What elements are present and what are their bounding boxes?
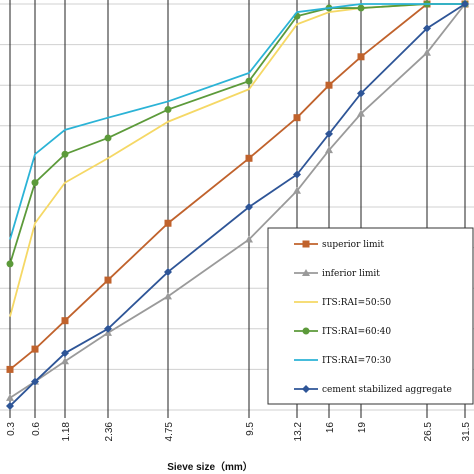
legend-item: ITS:RAI=50:50 <box>294 298 391 308</box>
data-point <box>357 109 365 117</box>
series-layer <box>6 0 469 410</box>
data-point <box>245 77 253 85</box>
legend-item: inferior limit <box>294 269 380 279</box>
x-tick-label: 0.6 <box>31 422 42 436</box>
data-point <box>357 4 365 12</box>
legend-label: inferior limit <box>322 269 380 279</box>
data-point <box>164 219 172 227</box>
data-point <box>61 349 69 358</box>
data-point <box>461 0 469 8</box>
data-point <box>164 292 172 300</box>
legend-item: ITS:RAI=60:40 <box>294 327 391 337</box>
x-axis-title: Sieve size（mm） <box>167 460 253 473</box>
legend-label: ITS:RAI=50:50 <box>322 298 391 308</box>
data-point <box>293 186 301 194</box>
data-point <box>293 114 301 122</box>
x-tick-label: 31.5 <box>461 422 472 442</box>
data-point <box>293 170 301 179</box>
data-point <box>164 106 172 114</box>
x-tick-label: 13.2 <box>293 422 304 442</box>
data-point <box>245 154 253 162</box>
data-point <box>325 81 333 89</box>
legend-box <box>267 227 474 405</box>
data-point <box>423 48 431 56</box>
data-point <box>325 129 333 138</box>
data-point <box>245 203 253 211</box>
series-5 <box>6 0 469 410</box>
x-tick-label: 4.75 <box>164 422 175 442</box>
data-point <box>31 345 39 353</box>
x-tick-label: 9.5 <box>245 422 256 436</box>
data-point <box>31 377 39 386</box>
x-tick-label: 1.18 <box>61 422 72 442</box>
legend-marker <box>302 269 310 276</box>
data-point <box>6 393 14 401</box>
x-tick-labels: 0.3 0.6 1.18 2.36 4.75 9.5 13.2 16 19 26.5 31.5 <box>6 422 472 442</box>
data-point <box>31 179 39 187</box>
data-point <box>6 260 14 268</box>
data-point <box>104 134 112 142</box>
data-point <box>357 89 365 98</box>
legend-marker <box>302 240 310 248</box>
legend-label: cement stabilized aggregate <box>322 385 452 395</box>
x-tick-label: 16 <box>325 422 336 434</box>
x-tick-label: 19 <box>357 422 368 434</box>
legend: superior limit inferior limit ITS:RAI=50:5… <box>267 227 474 405</box>
series-line <box>9 3 465 240</box>
legend-marker <box>302 385 310 393</box>
data-point <box>61 150 69 158</box>
legend-item: superior limit <box>294 240 384 250</box>
legend-marker <box>302 327 310 335</box>
x-tick-label: 2.36 <box>104 422 115 442</box>
data-point <box>357 53 365 61</box>
legend-item: ITS:RAI=70:30 <box>294 356 391 366</box>
legend-label: superior limit <box>322 240 384 250</box>
data-point <box>325 146 333 154</box>
legend-label: ITS:RAI=70:30 <box>322 356 391 366</box>
data-point <box>164 267 172 276</box>
data-point <box>61 317 69 325</box>
data-point <box>6 365 14 373</box>
data-point <box>104 276 112 284</box>
data-point <box>423 24 431 33</box>
x-tick-label: 26.5 <box>423 422 434 442</box>
legend-item: cement stabilized aggregate <box>294 385 452 395</box>
data-point <box>6 401 14 410</box>
data-point <box>104 324 112 333</box>
x-tick-label: 0.3 <box>6 422 17 436</box>
legend-label: ITS:RAI=60:40 <box>322 327 391 337</box>
series-4 <box>9 3 465 240</box>
data-point <box>61 357 69 365</box>
data-point <box>245 235 253 243</box>
